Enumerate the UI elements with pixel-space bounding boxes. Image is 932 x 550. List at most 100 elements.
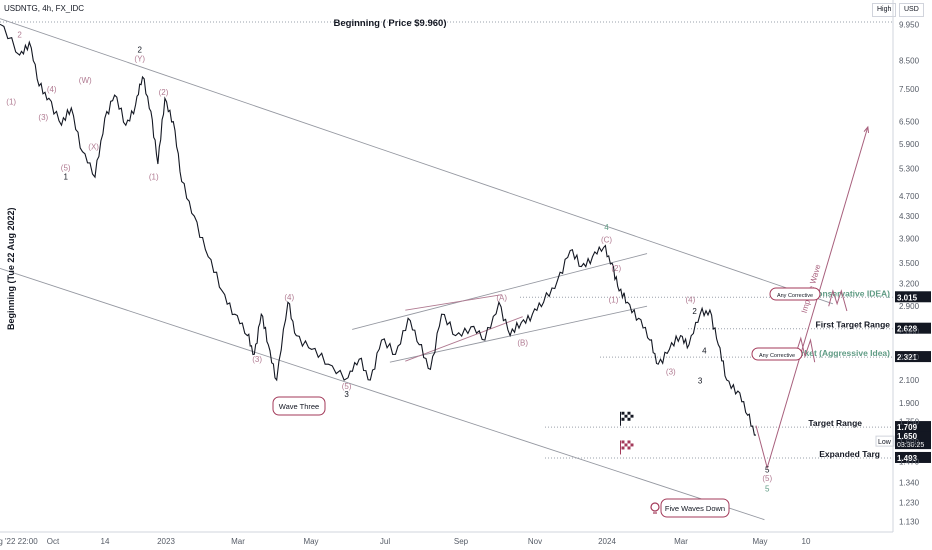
flag-checker [621,411,625,415]
flag-checker [621,440,625,444]
target-level-label: Target Range [808,418,862,428]
y-tick-label: 2.900 [899,302,920,311]
price-series-line [0,23,756,436]
flag-checker [630,446,634,450]
beginning-price-label: Beginning ( Price $9.960) [334,18,447,29]
x-tick-label: 2024 [598,537,616,546]
flag-checker [624,417,628,421]
target-level-label: First Target Range [816,320,891,330]
level-price-badge [895,351,931,363]
y-tick-label: 9.950 [899,20,920,29]
wave-label: (5) [762,474,772,483]
corrective-zigzag [796,336,816,363]
wave-label: (4) [685,295,695,304]
projection-arrowhead [863,125,870,134]
wave-label: (W) [79,76,92,85]
wave-label: 1 [63,172,68,181]
target-level-label: Expanded Targ [819,449,880,459]
flag-checker [624,440,628,444]
wave-label: (1) [149,172,159,181]
y-tick-label: 4.300 [899,212,920,221]
wave-three-box-text: Wave Three [279,402,319,411]
x-tick-label: 14 [101,537,110,546]
y-tick-label: 5.900 [899,140,920,149]
flag-checker [624,443,628,447]
wave-label: (A) [496,294,507,303]
wave-label: (X) [88,143,99,152]
trend-line [0,18,834,305]
level-price-badge [895,421,931,433]
wave-label: 3 [344,390,349,399]
wave-label: 2 [692,307,697,316]
wave-label: (3) [252,355,262,364]
y-tick-label: 1.230 [899,498,920,507]
x-tick-label: Nov [528,537,542,546]
symbol-header: USDNTG, 4h, FX_IDC [4,4,85,13]
countdown-text: 03:30:25 [897,442,924,449]
wave-label: 4 [604,223,609,232]
flag-checker [621,417,625,421]
flag-checker [621,443,625,447]
y-tick-label: 6.500 [899,118,920,127]
wave-label: 5 [765,466,770,475]
any-corrective-box [769,287,821,301]
level-price-badge-text: 1.709 [897,423,918,432]
level-price-badge-text: 2.628 [897,325,918,334]
wave-label: 2 [17,30,22,39]
flag-checker [621,414,625,418]
wave-label: (1) [6,98,16,107]
five-waves-down-box-text: Five Waves Down [665,504,725,513]
any-corrective-box [751,347,803,361]
level-price-badge-text: 1.493 [897,454,918,463]
low-badge [875,435,895,447]
level-price-badge-text: 2.321 [897,353,918,362]
flag-checker [627,446,631,450]
wave-three-box [272,396,326,416]
flag-checker [624,446,628,450]
y-tick-label: 1.470 [899,458,920,467]
low-label: Low [878,439,892,446]
current-price-badge [895,431,931,450]
flag-checker [630,443,634,447]
currency-button[interactable]: USD [899,3,924,17]
high-toggle-button[interactable]: High [872,3,897,17]
y-tick-label: 8.500 [899,56,920,65]
y-tick-label: 2.320 [899,353,920,362]
wave-label: (B) [517,339,528,348]
lightbulb-icon [650,502,660,512]
wave-label: 4 [702,346,707,355]
wave-label: (3) [666,368,676,377]
x-tick-label: Mar [231,537,245,546]
x-tick-label: May [752,537,767,546]
wave-label: (2) [159,88,169,97]
y-tick-label: 4.700 [899,192,920,201]
y-tick-label: 2.600 [899,327,920,336]
flag-checker [627,443,631,447]
wave-label: 2 [138,45,143,54]
level-price-badge-text: 3.015 [897,293,918,302]
any-corrective-box-text: Any Corrective [777,293,813,299]
flag-checker [630,417,634,421]
trend-line [389,305,648,363]
wave-label: 5 [765,484,770,493]
y-tick-label: 1.340 [899,479,920,488]
flag-checker [624,411,628,415]
beginning-date-label: Beginning (Tue 22 Aug 2022) [6,207,16,330]
y-tick-label: 1.900 [899,399,920,408]
x-tick-label: 2023 [157,537,175,546]
y-tick-label: 5.300 [899,164,920,173]
wave-label: (2) [611,264,621,273]
wave-label: (3) [38,113,48,122]
level-price-badge [895,451,931,463]
flag-checker [621,446,625,450]
flag-checker [630,411,634,415]
wave-label: (Y) [134,55,145,64]
level-price-badge [895,291,931,303]
level-price-badge [895,322,931,334]
y-tick-label: 3.500 [899,259,920,268]
wave-label: (5) [342,382,352,391]
wave-label: (4) [47,85,57,94]
x-tick-label: g '22 22:00 [0,537,38,546]
flag-checker [624,414,628,418]
current-price-text: 1.650 [897,432,918,441]
